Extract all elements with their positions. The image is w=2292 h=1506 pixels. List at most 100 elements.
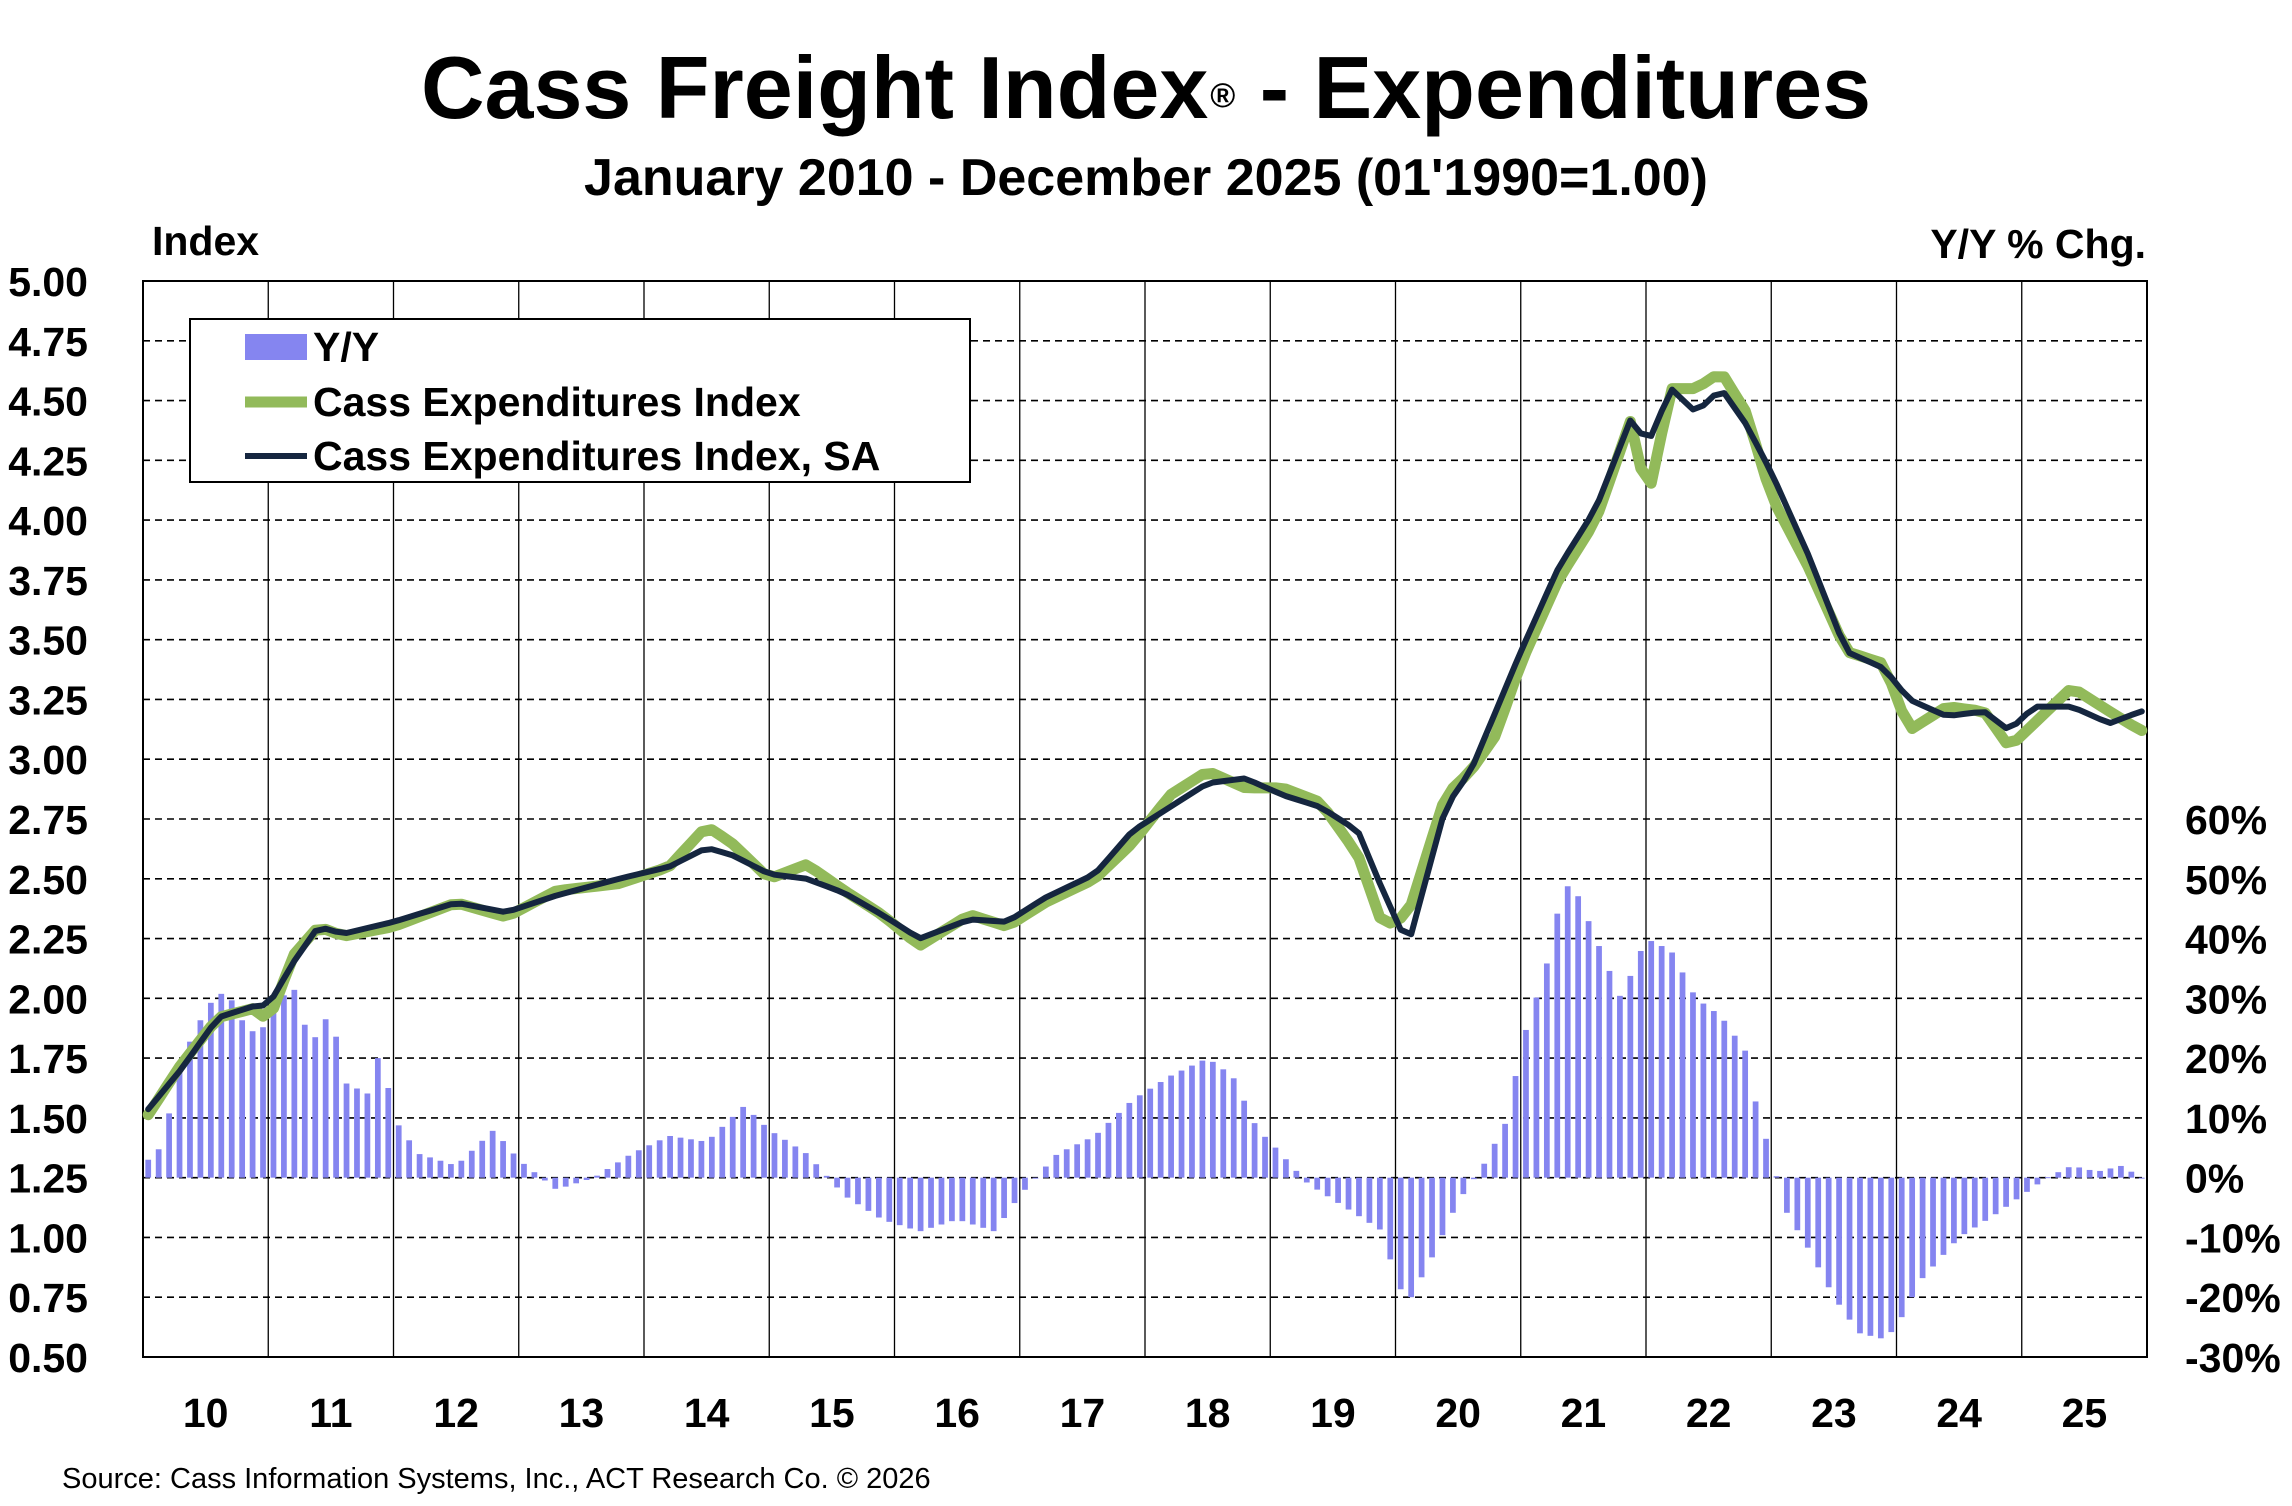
yy-bar bbox=[145, 1159, 152, 1178]
yy-bar bbox=[1606, 970, 1613, 1178]
yy-bar bbox=[437, 1160, 444, 1178]
x-tick-label: 15 bbox=[809, 1390, 855, 1436]
y2-tick-label: -20% bbox=[2185, 1275, 2281, 1321]
yy-bar bbox=[197, 1020, 204, 1178]
yy-bar bbox=[917, 1177, 924, 1232]
yy-bar bbox=[385, 1088, 392, 1178]
yy-bar bbox=[1930, 1177, 1936, 1267]
yy-bar bbox=[1710, 1011, 1717, 1178]
yy-bar bbox=[771, 1133, 778, 1178]
legend-box bbox=[189, 318, 971, 483]
legend-swatch-yy bbox=[245, 334, 307, 360]
yy-bar bbox=[907, 1177, 914, 1229]
yy-bar bbox=[1898, 1177, 1905, 1318]
yy-bar bbox=[1752, 1101, 1759, 1178]
y-tick-label: 3.75 bbox=[8, 558, 88, 604]
yy-bar bbox=[959, 1177, 966, 1222]
yy-bar bbox=[1345, 1177, 1352, 1210]
yy-bar bbox=[635, 1150, 642, 1178]
yy-bar bbox=[2086, 1169, 2093, 1178]
yy-bar bbox=[1178, 1070, 1185, 1178]
yy-bar bbox=[1251, 1123, 1258, 1178]
source-note: Source: Cass Information Systems, Inc., … bbox=[62, 1463, 931, 1495]
yy-bar bbox=[823, 1175, 830, 1178]
yy-bar bbox=[855, 1177, 861, 1205]
y-tick-label: 1.75 bbox=[8, 1036, 88, 1082]
yy-bar bbox=[719, 1126, 726, 1178]
yy-bar bbox=[1470, 1177, 1477, 1180]
yy-bar bbox=[1794, 1177, 1801, 1231]
yy-bar bbox=[333, 1036, 339, 1178]
yy-bar bbox=[2003, 1177, 2009, 1207]
chart-title-suffix: - Expenditures bbox=[1235, 38, 1872, 137]
yy-bar bbox=[187, 1041, 193, 1178]
yy-bar bbox=[1450, 1177, 1456, 1213]
yy-bar bbox=[1637, 951, 1644, 1178]
yy-bar bbox=[521, 1163, 527, 1178]
yy-bar bbox=[750, 1114, 757, 1178]
yy-bar bbox=[2065, 1167, 2072, 1178]
yy-bar bbox=[1293, 1170, 1300, 1178]
yy-bar bbox=[1543, 963, 1550, 1178]
yy-bar bbox=[1784, 1177, 1790, 1213]
yy-bar bbox=[312, 1037, 319, 1178]
yy-bar bbox=[1585, 921, 1592, 1178]
yy-bar bbox=[1439, 1177, 1446, 1236]
y-tick-label: 0.75 bbox=[8, 1275, 88, 1321]
yy-bar bbox=[395, 1125, 402, 1178]
yy-bar bbox=[1679, 972, 1686, 1178]
yy-bar bbox=[656, 1140, 663, 1178]
yy-bar bbox=[1095, 1132, 1101, 1178]
yy-bar bbox=[1408, 1177, 1415, 1298]
chart-title: Cass Freight Index® - Expenditures bbox=[0, 38, 2292, 138]
yy-bar bbox=[1658, 946, 1665, 1178]
yy-bar bbox=[1971, 1177, 1978, 1228]
yy-bar bbox=[844, 1177, 851, 1198]
yy-bar bbox=[615, 1162, 621, 1178]
yy-bar bbox=[531, 1172, 538, 1178]
yy-bar bbox=[1721, 1020, 1728, 1178]
yy-bar bbox=[2076, 1167, 2083, 1178]
yy-bar bbox=[291, 989, 298, 1178]
yy-bar bbox=[1836, 1177, 1842, 1305]
yy-bar bbox=[2044, 1177, 2051, 1179]
yy-bar bbox=[1376, 1177, 1383, 1230]
x-tick-label: 24 bbox=[1936, 1390, 1982, 1436]
yy-bar bbox=[573, 1177, 580, 1184]
yy-bar bbox=[1168, 1075, 1174, 1178]
yy-bar bbox=[1063, 1149, 1070, 1178]
yy-bar bbox=[1867, 1177, 1874, 1336]
y-tick-label: 4.50 bbox=[8, 379, 88, 425]
y-tick-label: 3.50 bbox=[8, 618, 88, 664]
yy-bar bbox=[865, 1177, 872, 1211]
x-tick-label: 11 bbox=[309, 1390, 352, 1436]
yy-bar bbox=[1502, 1123, 1508, 1178]
yy-bar bbox=[740, 1106, 747, 1178]
yy-bar bbox=[2097, 1170, 2103, 1178]
yy-bar bbox=[1262, 1136, 1268, 1178]
yy-bar bbox=[2107, 1168, 2114, 1178]
yy-bar bbox=[1888, 1177, 1895, 1333]
x-tick-label: 16 bbox=[934, 1390, 980, 1436]
yy-bar bbox=[1961, 1177, 1968, 1235]
yy-bar bbox=[729, 1116, 736, 1178]
yy-bar bbox=[354, 1088, 360, 1178]
x-tick-label: 21 bbox=[1561, 1390, 1607, 1436]
yy-bar bbox=[1951, 1177, 1957, 1244]
y2-tick-label: -10% bbox=[2185, 1215, 2281, 1261]
registered-mark: ® bbox=[1210, 77, 1236, 115]
yy-bar bbox=[928, 1177, 934, 1228]
yy-bar bbox=[468, 1150, 475, 1178]
x-tick-label: 17 bbox=[1060, 1390, 1106, 1436]
yy-bar bbox=[448, 1164, 454, 1178]
yy-bar bbox=[625, 1155, 632, 1178]
yy-bar bbox=[980, 1177, 987, 1228]
yy-bar bbox=[1857, 1177, 1863, 1334]
yy-bar bbox=[1209, 1061, 1216, 1178]
yy-bar bbox=[2024, 1177, 2030, 1192]
x-tick-label: 14 bbox=[684, 1390, 730, 1436]
yy-bar bbox=[1303, 1177, 1310, 1183]
yy-bar bbox=[1596, 946, 1602, 1178]
yy-bar bbox=[1627, 975, 1634, 1178]
x-tick-label: 20 bbox=[1435, 1390, 1481, 1436]
